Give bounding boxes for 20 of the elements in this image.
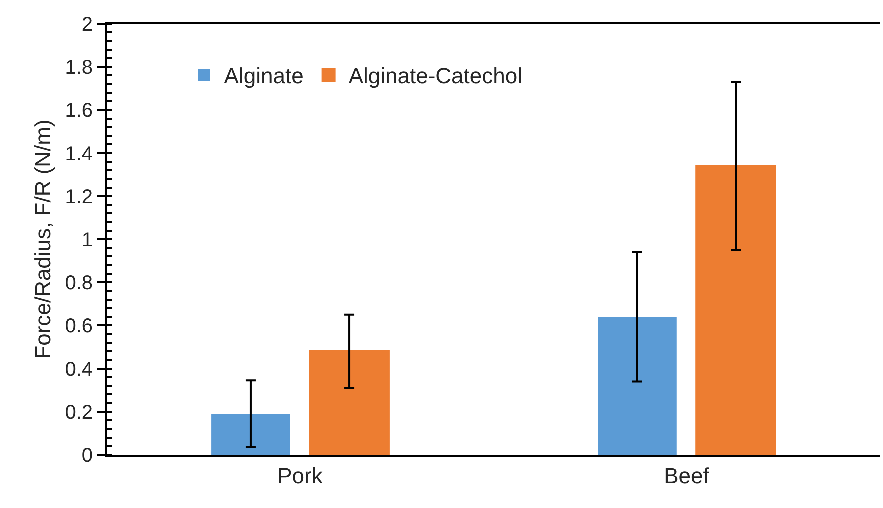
- bar: [212, 414, 290, 455]
- y-tick-label: 1: [82, 230, 93, 252]
- bar: [696, 165, 776, 455]
- y-tick-label: 0: [82, 445, 93, 467]
- bar: [309, 350, 390, 455]
- y-tick-label: 0.8: [65, 272, 93, 295]
- y-tick-label: 2: [82, 14, 93, 36]
- y-tick-label: 0.6: [65, 316, 93, 338]
- y-tick-label: 0.4: [65, 358, 93, 381]
- legend-label: Alginate: [224, 64, 304, 89]
- x-tick-label: Beef: [664, 463, 710, 488]
- bar: [598, 317, 677, 455]
- y-tick-label: 1.8: [65, 57, 93, 80]
- y-axis-title: Force/Radius, F/R (N/m): [30, 120, 56, 360]
- y-tick-label: 1.6: [65, 100, 93, 122]
- y-tick-label: 0.2: [65, 402, 93, 424]
- legend-label: Alginate-Catechol: [348, 64, 522, 89]
- x-tick-label: Pork: [278, 463, 324, 488]
- y-tick-label: 1.2: [65, 186, 93, 208]
- y-tick-label: 1.4: [65, 143, 93, 166]
